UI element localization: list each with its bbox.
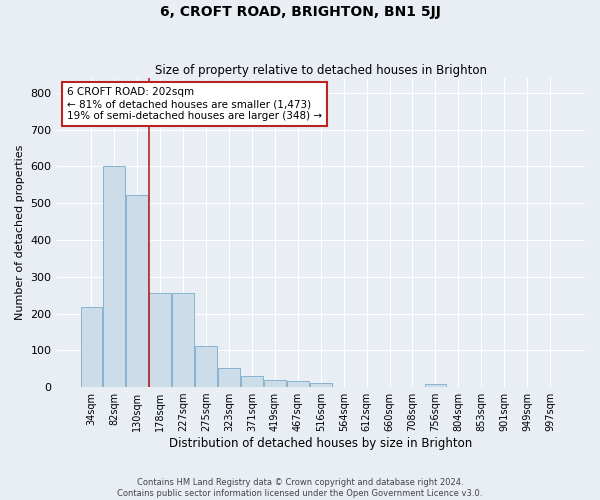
Bar — [103, 166, 125, 387]
Bar — [149, 294, 171, 387]
Bar — [287, 381, 309, 387]
Bar — [127, 195, 148, 387]
Text: 6 CROFT ROAD: 202sqm
← 81% of detached houses are smaller (1,473)
19% of semi-de: 6 CROFT ROAD: 202sqm ← 81% of detached h… — [67, 88, 322, 120]
Bar — [195, 346, 217, 387]
Text: Contains HM Land Registry data © Crown copyright and database right 2024.
Contai: Contains HM Land Registry data © Crown c… — [118, 478, 482, 498]
Bar — [172, 294, 194, 387]
Y-axis label: Number of detached properties: Number of detached properties — [15, 145, 25, 320]
Title: Size of property relative to detached houses in Brighton: Size of property relative to detached ho… — [155, 64, 487, 77]
Bar — [310, 384, 332, 387]
Bar — [425, 384, 446, 387]
Bar — [241, 376, 263, 387]
X-axis label: Distribution of detached houses by size in Brighton: Distribution of detached houses by size … — [169, 437, 472, 450]
Bar — [264, 380, 286, 387]
Bar — [80, 307, 103, 387]
Bar — [218, 368, 240, 387]
Text: 6, CROFT ROAD, BRIGHTON, BN1 5JJ: 6, CROFT ROAD, BRIGHTON, BN1 5JJ — [160, 5, 440, 19]
